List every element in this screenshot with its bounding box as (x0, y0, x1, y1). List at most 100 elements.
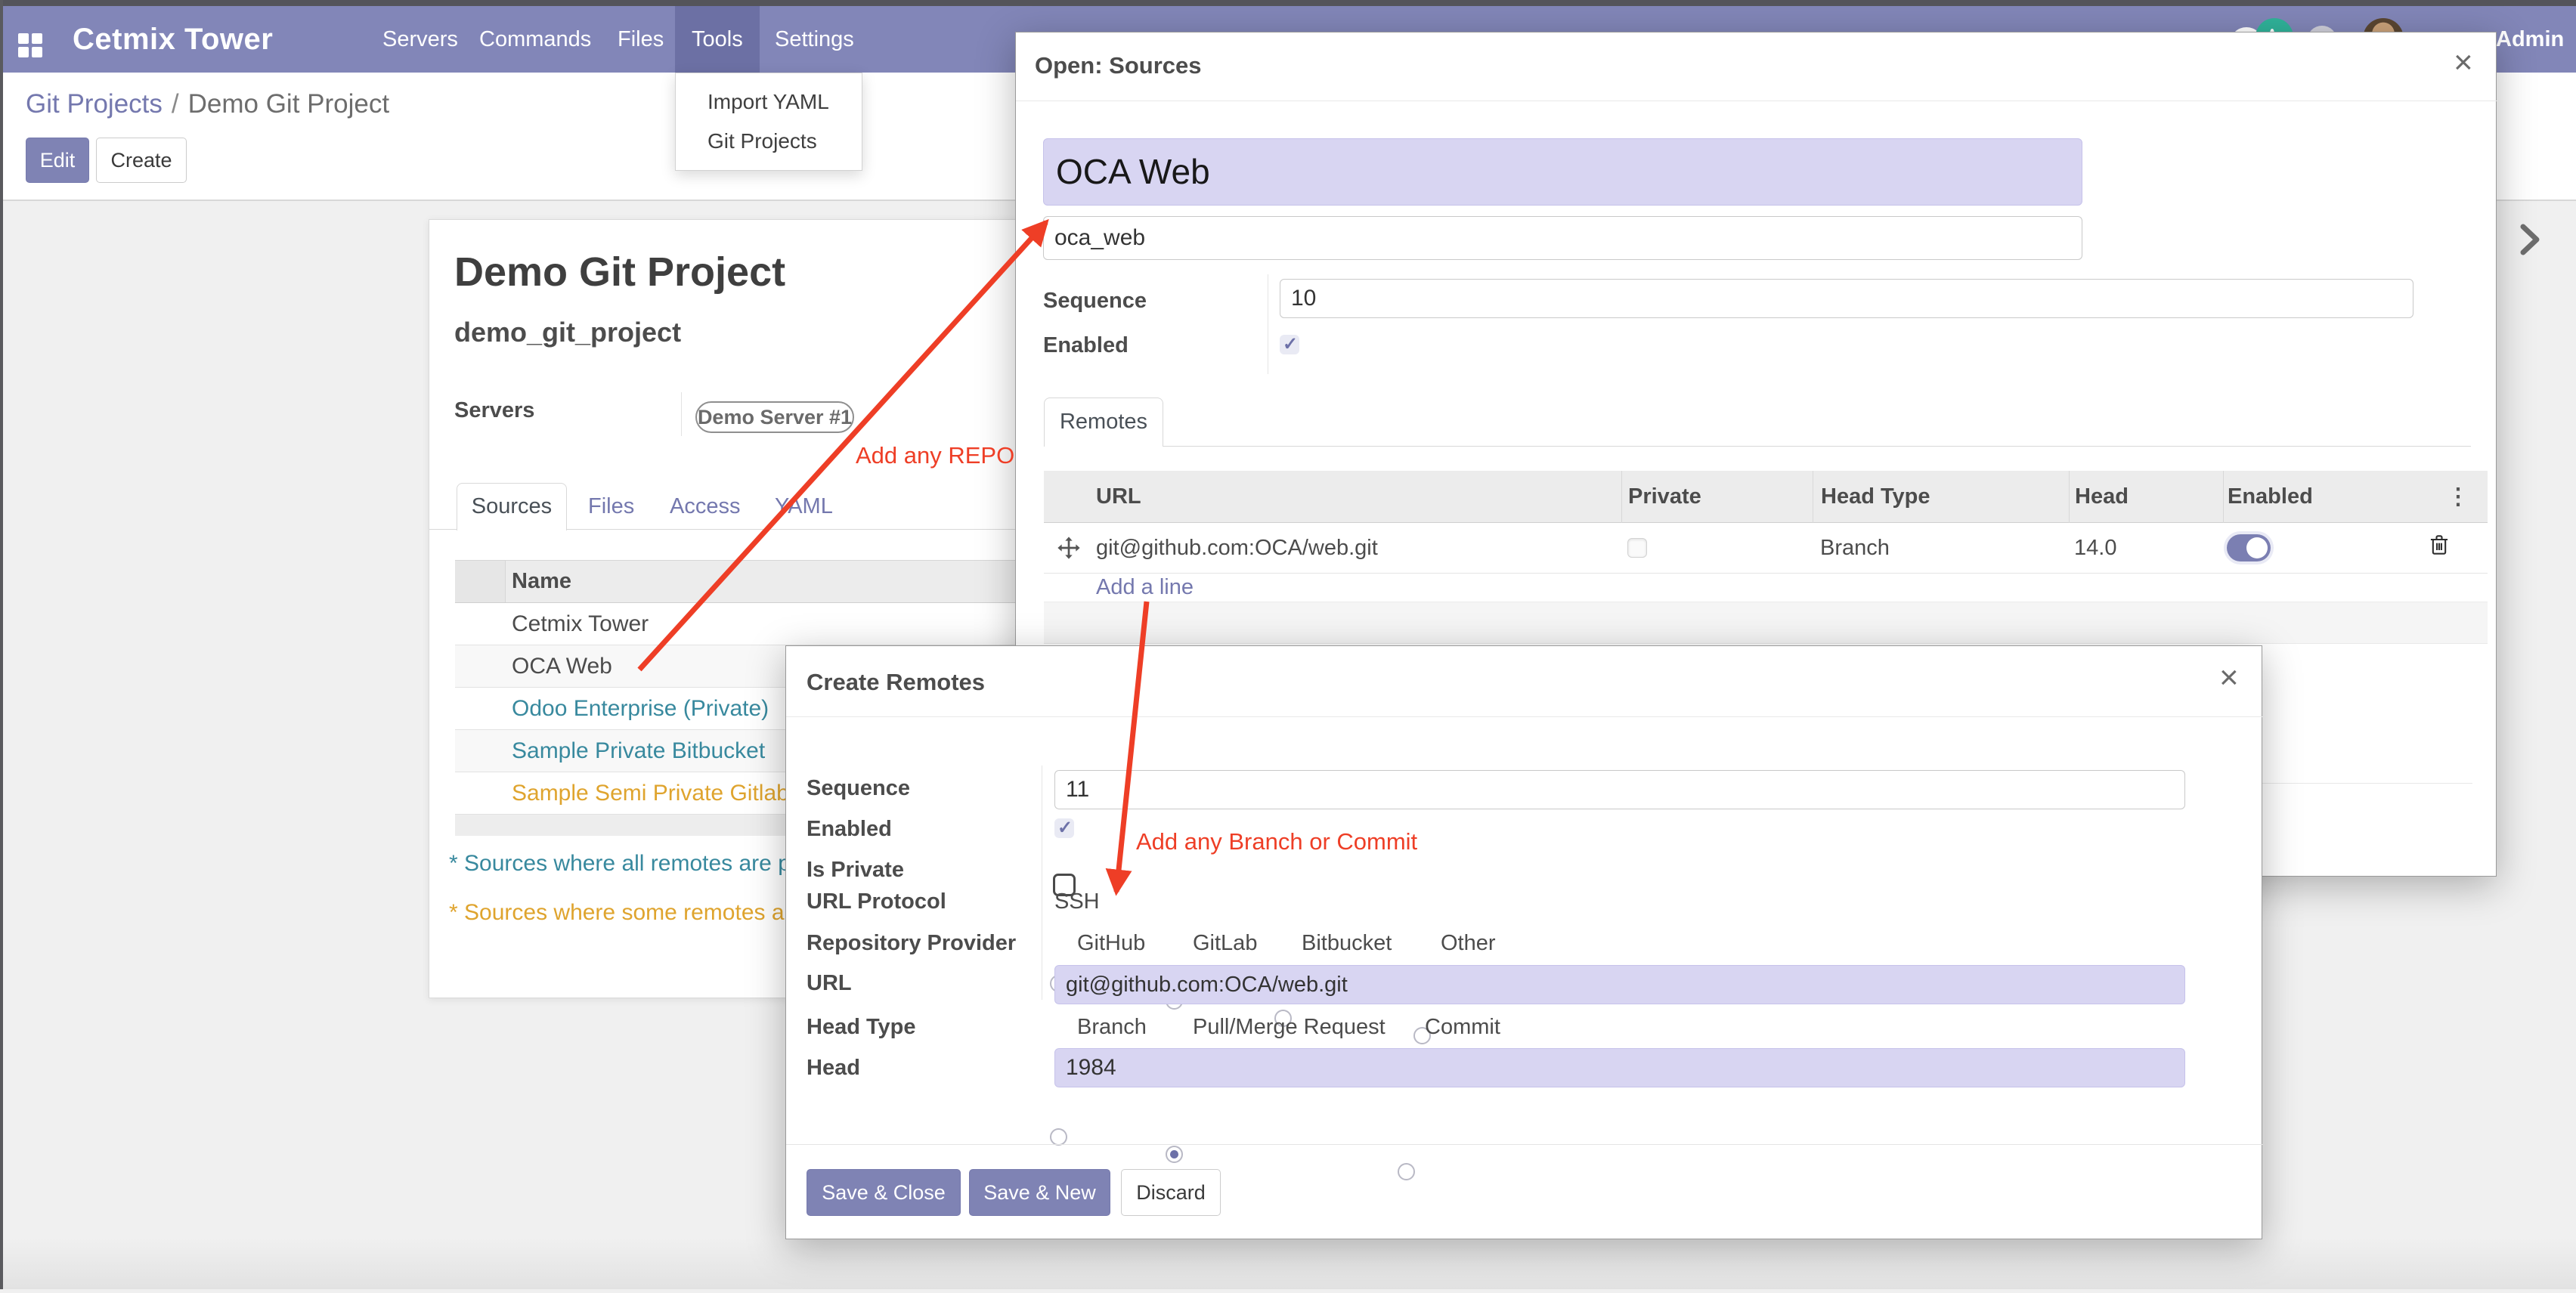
head-column-header[interactable]: Head (2069, 470, 2223, 523)
tab-strip-border (1044, 446, 2471, 447)
tab-sources[interactable]: Sources (457, 483, 567, 531)
tab-remotes[interactable]: Remotes (1044, 397, 1163, 447)
enabled-checkbox[interactable] (1054, 817, 1074, 839)
add-a-line-link[interactable]: Add a line (1096, 575, 1194, 599)
window-top-edge (0, 0, 2576, 6)
apps-grid-icon[interactable] (18, 33, 42, 57)
radio-other-label[interactable]: Other (1441, 931, 1496, 955)
radio-branch-label[interactable]: Branch (1077, 1015, 1147, 1039)
footer-divider (786, 1144, 2263, 1145)
enabled-label: Enabled (1043, 333, 1129, 357)
enabled-toggle[interactable] (2227, 534, 2271, 561)
radio-commit[interactable] (1398, 1163, 1415, 1180)
save-and-new-button[interactable]: Save & New (969, 1169, 1110, 1216)
remote-enabled-cell (2223, 534, 2408, 561)
head-type-label: Head Type (807, 1015, 916, 1039)
field-separator (681, 392, 682, 436)
radio-branch[interactable] (1050, 1128, 1067, 1146)
tab-access[interactable]: Access (670, 494, 741, 518)
menu-item-import-yaml[interactable]: Import YAML (707, 90, 829, 113)
nav-item-files[interactable]: Files (618, 27, 664, 51)
url-protocol-label: URL Protocol (807, 889, 946, 914)
sequence-label: Sequence (807, 776, 910, 800)
radio-other[interactable] (1413, 1027, 1431, 1044)
nav-item-servers[interactable]: Servers (382, 27, 458, 51)
private-checkbox[interactable] (1627, 538, 1647, 558)
trash-icon[interactable] (2429, 533, 2450, 557)
source-name-field[interactable]: OCA Web (1043, 138, 2082, 206)
menu-item-git-projects[interactable]: Git Projects (707, 129, 817, 153)
sequence-input[interactable] (1054, 770, 2185, 809)
nav-item-tools[interactable]: Tools (675, 6, 760, 73)
nav-item-commands[interactable]: Commands (479, 27, 592, 51)
breadcrumb: Git Projects / Demo Git Project (26, 89, 389, 119)
remote-url-cell[interactable]: git@github.com:OCA/web.git (1096, 535, 1378, 560)
radio-pull-merge-request-label[interactable]: Pull/Merge Request (1193, 1015, 1386, 1039)
legend-semi-private-note: * Sources where some remotes are (449, 900, 805, 925)
remote-private-cell (1621, 538, 1813, 558)
empty-row-stripe (1044, 602, 2488, 644)
sequence-input[interactable] (1280, 279, 2413, 318)
server-tag[interactable]: Demo Server #1 (695, 401, 854, 433)
window-left-edge (0, 0, 3, 1289)
enabled-label: Enabled (807, 817, 892, 841)
radio-bitbucket-label[interactable]: Bitbucket (1302, 931, 1392, 955)
radio-gitlab-label[interactable]: GitLab (1193, 931, 1258, 955)
edit-button[interactable]: Edit (26, 138, 89, 183)
row-selector-column[interactable] (455, 561, 506, 602)
url-column-header[interactable]: URL (1096, 484, 1141, 509)
is-private-label: Is Private (807, 858, 904, 882)
drag-handle-icon[interactable] (1044, 536, 1093, 560)
user-menu[interactable]: Admin (2496, 27, 2565, 51)
breadcrumb-parent-link[interactable]: Git Projects (26, 89, 163, 119)
url-protocol-value: SSH (1054, 889, 1100, 914)
nav-item-settings[interactable]: Settings (775, 27, 854, 51)
url-label: URL (807, 971, 852, 995)
modal-title: Open: Sources (1035, 52, 1202, 79)
create-button[interactable]: Create (96, 138, 187, 183)
optional-columns-icon[interactable]: ⋮ (2447, 484, 2469, 509)
close-icon[interactable]: × (2219, 659, 2239, 696)
remote-row[interactable]: git@github.com:OCA/web.git Branch 14.0 (1044, 523, 2488, 574)
remotes-table-header: URL Private Head Type Head Enabled ⋮ (1044, 470, 2488, 523)
tab-files[interactable]: Files (588, 494, 635, 518)
enabled-checkbox[interactable] (1280, 333, 1299, 355)
repository-provider-label: Repository Provider (807, 931, 1017, 955)
remote-head-type-cell[interactable]: Branch (1820, 535, 1890, 560)
url-input[interactable] (1054, 965, 2185, 1004)
record-code: demo_git_project (454, 317, 682, 348)
remote-head-cell[interactable]: 14.0 (2074, 535, 2117, 560)
tab-yaml[interactable]: YAML (775, 494, 833, 518)
breadcrumb-separator: / (171, 89, 179, 119)
head-input[interactable] (1054, 1048, 2185, 1087)
divider (786, 716, 2263, 717)
remotes-table: URL Private Head Type Head Enabled ⋮ git… (1044, 470, 2488, 644)
enabled-column-header[interactable]: Enabled (2223, 470, 2408, 523)
head-label: Head (807, 1056, 860, 1080)
private-column-header[interactable]: Private (1621, 470, 1813, 523)
radio-commit-label[interactable]: Commit (1425, 1015, 1500, 1039)
close-icon[interactable]: × (2454, 44, 2473, 81)
tools-dropdown-menu: Import YAML Git Projects (675, 73, 862, 171)
discard-button[interactable]: Discard (1121, 1169, 1221, 1216)
radio-bitbucket[interactable] (1274, 1010, 1292, 1027)
remote-actions-cell (2408, 533, 2488, 563)
create-remotes-modal: Create Remotes × Sequence Enabled Is Pri… (785, 645, 2263, 1239)
is-private-checkbox[interactable] (1053, 874, 1076, 896)
legend-private-note: * Sources where all remotes are pri (449, 851, 803, 876)
source-code-field[interactable]: oca_web (1043, 216, 2082, 260)
breadcrumb-current: Demo Git Project (187, 89, 390, 119)
modal-title: Create Remotes (807, 669, 986, 695)
radio-github-label[interactable]: GitHub (1077, 931, 1146, 955)
record-title: Demo Git Project (454, 249, 786, 295)
servers-field-label: Servers (454, 398, 535, 422)
app-brand[interactable]: Cetmix Tower (73, 23, 274, 56)
page-bottom (0, 1238, 2576, 1289)
sequence-label: Sequence (1043, 289, 1147, 313)
radio-pull-merge-request[interactable] (1166, 1146, 1183, 1163)
save-and-close-button[interactable]: Save & Close (807, 1169, 961, 1216)
name-column-header[interactable]: Name (512, 569, 571, 593)
pager-next-icon[interactable] (2517, 221, 2543, 258)
handle-column (1044, 471, 1093, 523)
head-type-column-header[interactable]: Head Type (1813, 470, 2069, 523)
